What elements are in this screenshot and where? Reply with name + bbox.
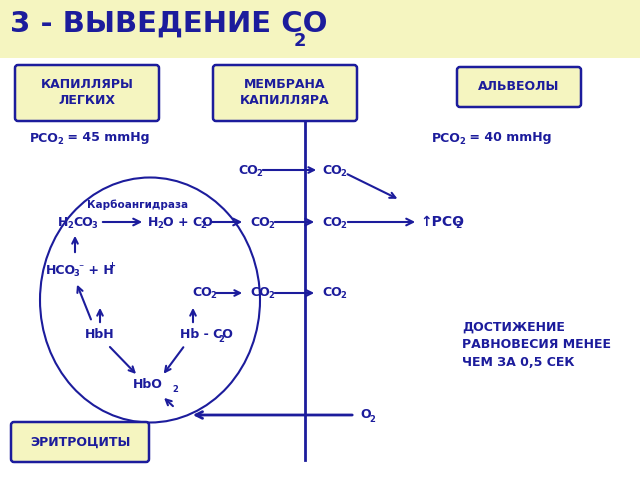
Text: Hb - CO: Hb - CO	[180, 328, 233, 341]
Text: МЕМБРАНА
КАПИЛЛЯРА: МЕМБРАНА КАПИЛЛЯРА	[240, 79, 330, 108]
Text: = 45 mmHg: = 45 mmHg	[63, 132, 150, 144]
Text: + H: + H	[84, 264, 114, 276]
Text: HCO: HCO	[46, 264, 76, 276]
Text: CO: CO	[322, 287, 342, 300]
Text: CO: CO	[322, 216, 342, 228]
Text: 3: 3	[73, 269, 79, 278]
Text: O + CO: O + CO	[163, 216, 212, 228]
Text: 2: 2	[455, 221, 461, 230]
Text: H: H	[148, 216, 158, 228]
Text: АЛЬВЕОЛЫ: АЛЬВЕОЛЫ	[478, 81, 560, 94]
Text: 2: 2	[157, 221, 163, 230]
Text: 2: 2	[67, 221, 73, 230]
FancyBboxPatch shape	[15, 65, 159, 121]
Text: CO: CO	[238, 164, 258, 177]
Text: CO: CO	[250, 216, 269, 228]
Text: 2: 2	[256, 168, 262, 178]
Text: 2: 2	[172, 384, 178, 394]
Text: 2: 2	[459, 136, 465, 145]
Text: O: O	[360, 408, 371, 421]
Text: 2: 2	[200, 221, 206, 230]
Text: 2: 2	[340, 168, 346, 178]
FancyBboxPatch shape	[213, 65, 357, 121]
Text: ЭРИТРОЦИТЫ: ЭРИТРОЦИТЫ	[30, 435, 130, 448]
Text: ДОСТИЖЕНИЕ
РАВНОВЕСИЯ МЕНЕЕ
ЧЕМ ЗА 0,5 СЕК: ДОСТИЖЕНИЕ РАВНОВЕСИЯ МЕНЕЕ ЧЕМ ЗА 0,5 С…	[462, 321, 611, 370]
Text: 2: 2	[340, 220, 346, 229]
Text: = 40 mmHg: = 40 mmHg	[465, 132, 552, 144]
Text: HbH: HbH	[85, 328, 115, 341]
Text: PCO: PCO	[30, 132, 59, 144]
Text: +: +	[108, 261, 115, 269]
FancyBboxPatch shape	[0, 0, 640, 58]
Text: 3 - ВЫВЕДЕНИЕ СО: 3 - ВЫВЕДЕНИЕ СО	[10, 10, 328, 38]
Text: 3: 3	[91, 221, 97, 230]
Text: КАПИЛЛЯРЫ
ЛЕГКИХ: КАПИЛЛЯРЫ ЛЕГКИХ	[40, 79, 133, 108]
Text: 2: 2	[340, 291, 346, 300]
Text: ⁻: ⁻	[78, 263, 83, 273]
FancyBboxPatch shape	[457, 67, 581, 107]
Text: CO: CO	[250, 287, 269, 300]
Text: CO: CO	[322, 164, 342, 177]
Text: 2: 2	[294, 32, 307, 50]
Text: 2: 2	[57, 136, 63, 145]
Text: ↑PCO: ↑PCO	[420, 215, 464, 229]
Text: HbO: HbO	[133, 379, 163, 392]
Text: PCO: PCO	[432, 132, 461, 144]
Text: 2: 2	[210, 291, 216, 300]
Text: Карбоангидраза: Карбоангидраза	[88, 200, 189, 210]
Text: 2: 2	[218, 335, 224, 344]
Text: 2: 2	[268, 291, 274, 300]
Text: CO: CO	[73, 216, 93, 228]
FancyBboxPatch shape	[11, 422, 149, 462]
Text: 2: 2	[369, 415, 375, 423]
Text: CO: CO	[192, 287, 212, 300]
Text: 2: 2	[268, 220, 274, 229]
Text: 3 - ВЫВЕДЕНИЕ СО: 3 - ВЫВЕДЕНИЕ СО	[10, 10, 328, 38]
Text: H: H	[58, 216, 68, 228]
